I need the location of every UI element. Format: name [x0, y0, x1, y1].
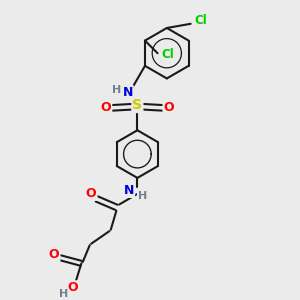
Text: N: N: [122, 86, 133, 99]
Text: H: H: [59, 289, 69, 299]
Text: Cl: Cl: [161, 48, 174, 61]
Text: O: O: [101, 101, 111, 114]
Text: N: N: [124, 184, 134, 197]
Text: O: O: [49, 248, 59, 262]
Text: H: H: [112, 85, 121, 94]
Text: O: O: [68, 281, 78, 294]
Text: Cl: Cl: [194, 14, 207, 28]
Text: O: O: [86, 187, 97, 200]
Text: O: O: [164, 101, 174, 114]
Text: S: S: [132, 98, 142, 112]
Text: H: H: [138, 191, 147, 201]
